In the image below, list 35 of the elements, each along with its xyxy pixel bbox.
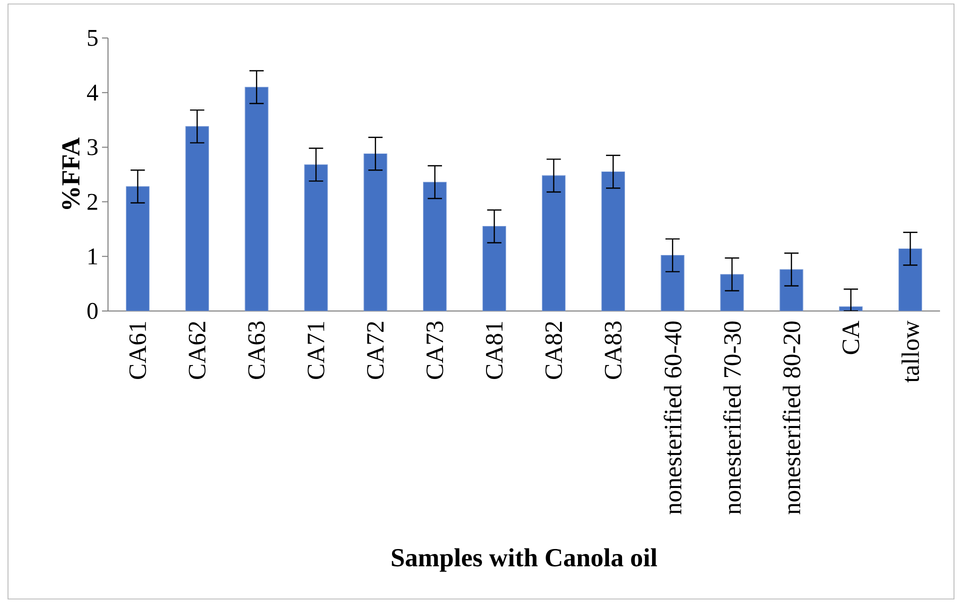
x-tick-label: CA63 xyxy=(248,321,265,379)
bar xyxy=(185,126,209,311)
y-tick-label: 5 xyxy=(88,30,98,46)
x-tick-label: nonesterified 60-40 xyxy=(664,321,682,514)
bar xyxy=(660,254,684,311)
x-tick-label: CA72 xyxy=(367,322,384,379)
x-tick-label: CA xyxy=(842,320,860,354)
bar xyxy=(304,164,328,311)
y-tick-label: 0 xyxy=(87,302,98,320)
y-tick-label: 3 xyxy=(88,139,98,156)
x-tick-label: nonesterified 70-30 xyxy=(723,321,741,514)
bar xyxy=(126,186,150,311)
bar xyxy=(898,248,922,311)
x-axis-title: Samples with Canola oil xyxy=(392,548,658,572)
bar xyxy=(364,153,388,311)
x-tick-label: CA73 xyxy=(426,321,444,379)
x-tick-label: nonesterified 80-20 xyxy=(782,321,800,514)
y-tick-label: 4 xyxy=(87,84,98,100)
x-tick-label: tallow xyxy=(902,320,920,383)
y-tick-label: 2 xyxy=(88,194,98,210)
bar xyxy=(423,182,447,311)
bar xyxy=(244,86,268,311)
x-tick-label: CA83 xyxy=(604,321,622,379)
bar xyxy=(482,226,506,311)
x-tick-label: CA61 xyxy=(129,322,146,379)
x-tick-label: CA62 xyxy=(188,322,206,379)
bar xyxy=(601,171,625,311)
y-tick-label: 1 xyxy=(88,248,98,264)
bar xyxy=(780,269,804,311)
y-axis-title: %FFA xyxy=(62,138,80,209)
x-tick-label: CA81 xyxy=(486,322,503,379)
bar xyxy=(542,175,566,311)
x-tick-label: CA71 xyxy=(308,322,324,379)
bar xyxy=(720,274,744,311)
x-tick-label: CA82 xyxy=(545,322,562,379)
